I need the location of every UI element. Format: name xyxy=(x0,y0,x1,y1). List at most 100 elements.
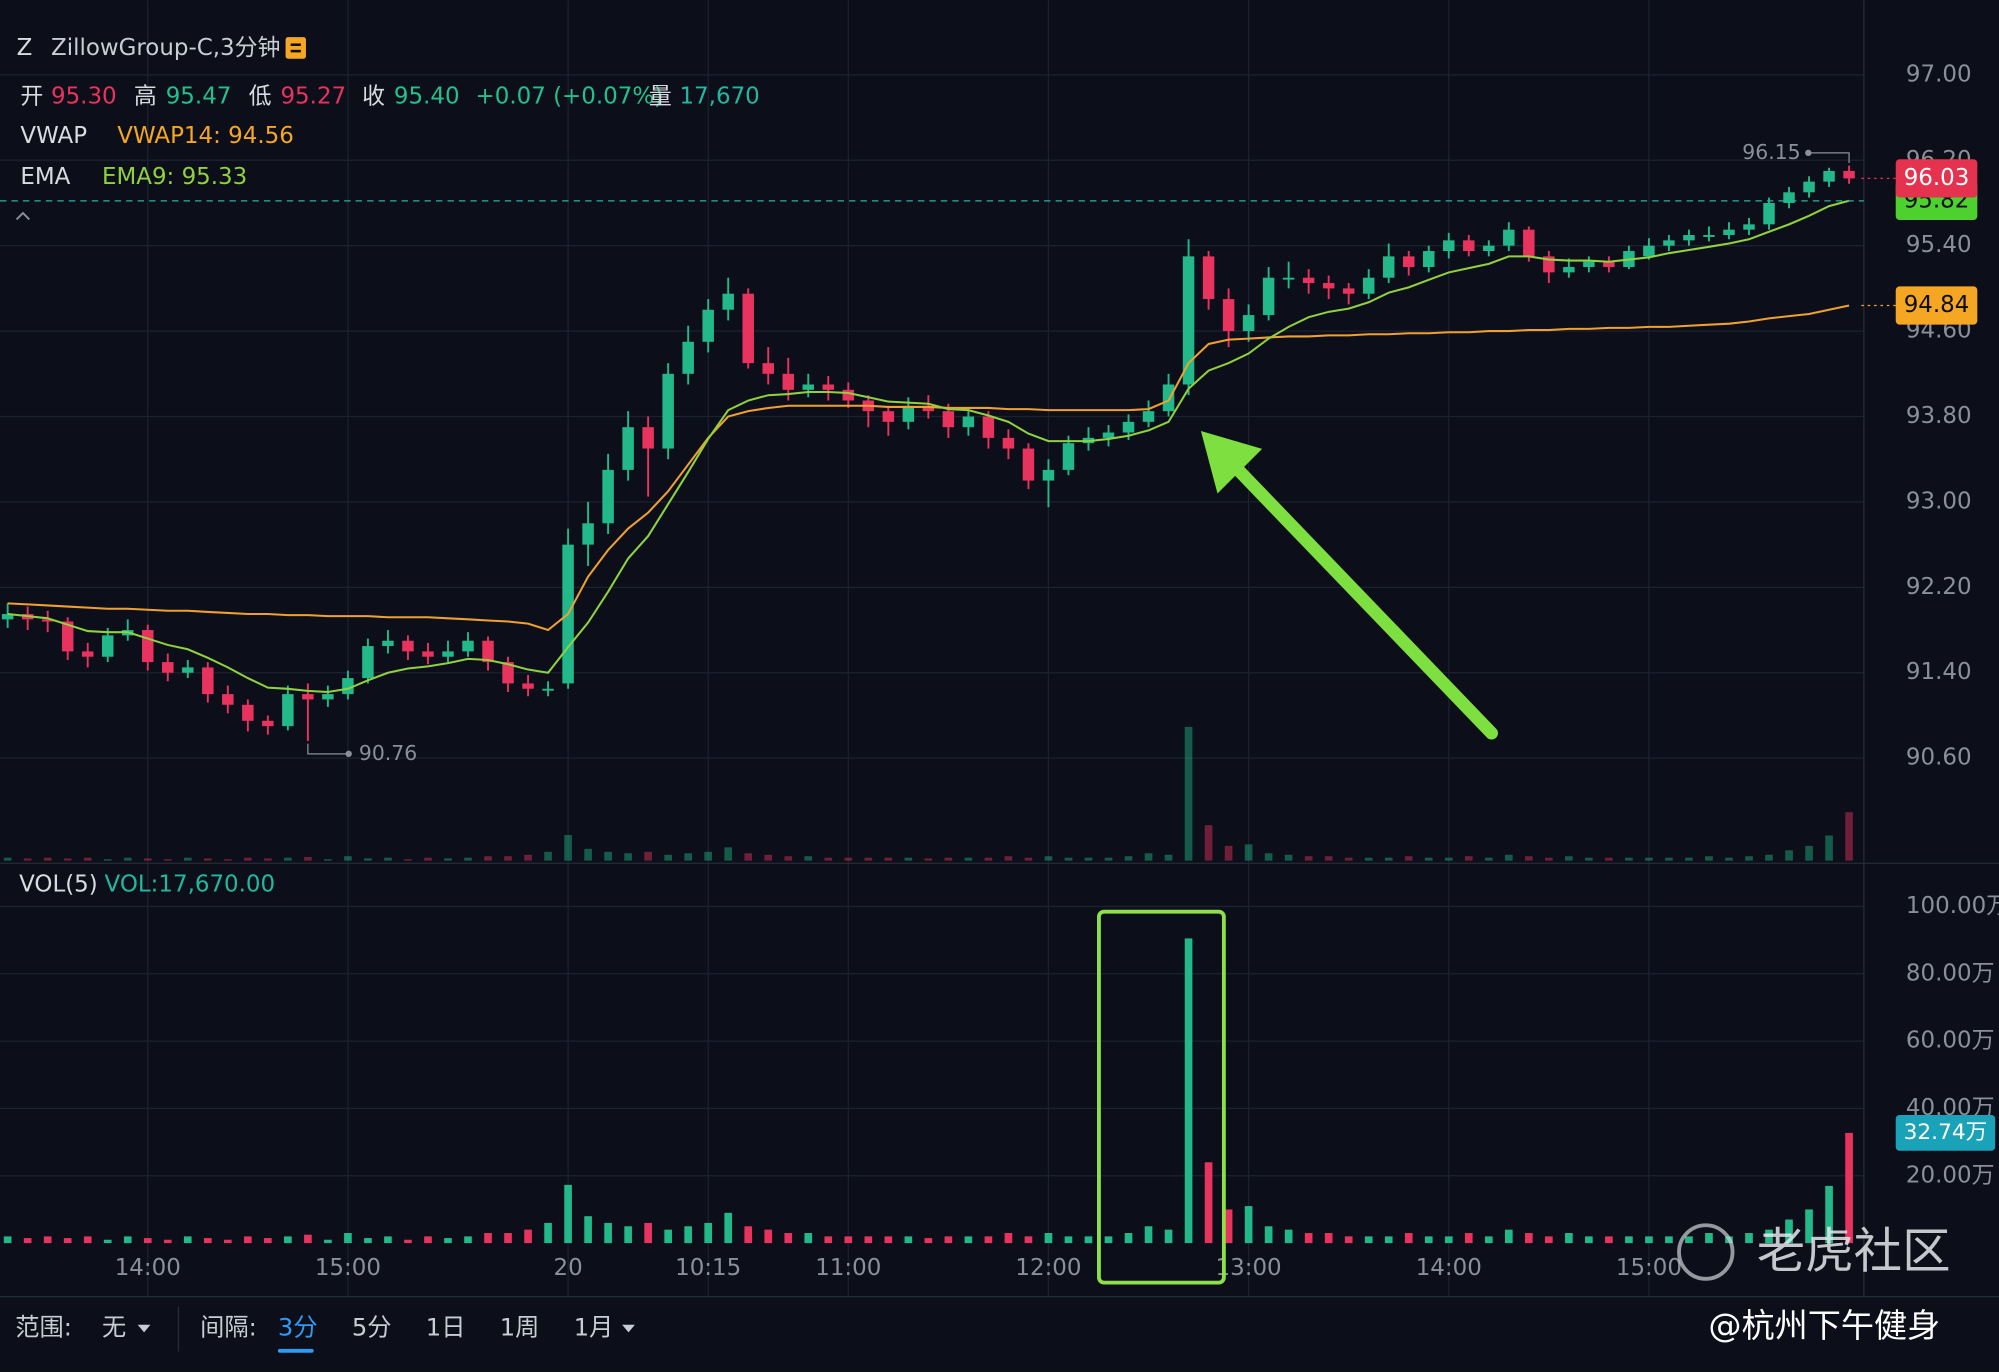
volume-bar xyxy=(844,1236,853,1244)
volume-overlay-bar xyxy=(1004,856,1013,861)
volume-bar xyxy=(1284,1229,1293,1244)
y-tick-label: 20.00万 xyxy=(1906,1162,1995,1188)
volume-bar xyxy=(1825,1185,1833,1244)
volume-overlay-bar xyxy=(324,859,332,861)
watermark-brand: 老虎社区 xyxy=(1757,1224,1951,1280)
volume-bar xyxy=(984,1236,993,1244)
volume-overlay-bar xyxy=(3,857,12,861)
candle-body xyxy=(982,416,995,438)
interval-option[interactable]: 3分 xyxy=(278,1314,318,1342)
candle-body xyxy=(1282,277,1295,280)
volume-bar xyxy=(1545,1236,1553,1244)
volume-bar xyxy=(1605,1236,1613,1244)
y-tick-label: 80.00万 xyxy=(1906,960,1995,986)
candle-body xyxy=(1122,421,1135,433)
candle-body xyxy=(1202,256,1215,300)
candle-body xyxy=(1022,448,1035,481)
volume-overlay-bar xyxy=(123,857,132,861)
volume-overlay-bar xyxy=(1645,857,1653,861)
volume-overlay-bar xyxy=(804,856,813,861)
note-icon[interactable] xyxy=(285,37,306,59)
interval-option[interactable]: 1周 xyxy=(500,1314,540,1342)
volume-bar xyxy=(1424,1236,1433,1244)
interval-option[interactable]: 1日 xyxy=(426,1314,466,1342)
x-tick-label: 15:00 xyxy=(1616,1255,1682,1281)
volume-overlay-bar xyxy=(203,858,212,861)
volume-overlay-bar xyxy=(1464,856,1473,861)
volume-bar xyxy=(1304,1233,1313,1244)
volume-overlay-bar xyxy=(824,857,833,861)
volume-bar xyxy=(304,1234,312,1244)
volume-bar xyxy=(63,1238,72,1244)
volume-overlay-bar xyxy=(1204,825,1213,861)
collapse-toggle[interactable] xyxy=(15,211,30,221)
volume-overlay-bar xyxy=(524,854,532,861)
volume-bar xyxy=(1364,1236,1373,1244)
candle-body xyxy=(482,640,494,663)
candle-body xyxy=(1222,299,1235,332)
volume-overlay-bar xyxy=(284,857,292,861)
range-value[interactable]: 无 xyxy=(102,1314,126,1342)
volume-bar xyxy=(1244,1206,1253,1244)
instrument-name: ZillowGroup-C,3分钟 xyxy=(51,35,281,61)
x-tick-label: 13:00 xyxy=(1216,1255,1282,1281)
volume-overlay-bar xyxy=(664,854,672,861)
candle-body xyxy=(682,341,694,374)
volume-overlay-bar xyxy=(1024,857,1033,861)
dropdown-caret[interactable] xyxy=(622,1324,635,1333)
candle-body xyxy=(1843,170,1855,179)
volume-bar xyxy=(864,1236,873,1244)
volume-overlay-bar xyxy=(924,858,933,861)
volume-overlay-bar xyxy=(844,857,853,861)
candle-body xyxy=(1463,240,1475,252)
volume-bar xyxy=(444,1238,452,1244)
volume-bar xyxy=(1124,1233,1133,1244)
volume-overlay-bar xyxy=(1504,854,1513,861)
dropdown-caret[interactable] xyxy=(137,1324,151,1333)
volume-overlay-bar xyxy=(1324,856,1333,861)
x-tick-label: 10:15 xyxy=(675,1255,741,1281)
volume-overlay-bar xyxy=(183,857,192,861)
indicator-name: EMA xyxy=(20,164,70,190)
volume-bar xyxy=(1705,1233,1713,1244)
candle-body xyxy=(282,694,294,727)
volume-overlay-bar xyxy=(1384,857,1393,861)
plot: 97.0096.2095.4094.6093.8093.0092.2091.40… xyxy=(0,61,1999,1281)
volume-bar xyxy=(364,1238,372,1244)
stat-label: 低 xyxy=(249,84,272,110)
vwap-badge-bg xyxy=(1895,286,1978,325)
candle-body xyxy=(1322,283,1335,289)
candle-body xyxy=(782,373,794,390)
volume-overlay-bar xyxy=(564,835,572,861)
candle-body xyxy=(842,389,855,401)
volume-bar xyxy=(1785,1219,1793,1244)
volume-bar xyxy=(544,1222,552,1244)
volume-bar xyxy=(284,1236,292,1244)
volume-bar xyxy=(43,1236,52,1244)
indicator-value: EMA9: 95.33 xyxy=(102,164,247,190)
candle-body xyxy=(702,309,714,342)
interval-label: 间隔: xyxy=(200,1314,257,1342)
volume-overlay-bar xyxy=(364,858,372,861)
candle-body xyxy=(382,640,394,647)
volume-overlay-bar xyxy=(384,857,392,861)
volume-bar xyxy=(904,1236,913,1244)
volume-bar xyxy=(1765,1229,1773,1244)
volume-overlay-bar xyxy=(644,851,652,861)
interval-option[interactable]: 1月 xyxy=(574,1314,614,1342)
volume-bar xyxy=(504,1233,512,1244)
interval-option[interactable]: 5分 xyxy=(352,1314,392,1342)
candle-body xyxy=(962,416,975,428)
vwap-line xyxy=(7,304,1850,632)
volume-bar xyxy=(764,1229,773,1244)
candle-body xyxy=(1302,277,1315,284)
volume-bar xyxy=(804,1233,813,1244)
volume-bar xyxy=(1084,1236,1093,1244)
candle-body xyxy=(822,384,835,390)
candle-body xyxy=(1663,240,1675,246)
candle-body xyxy=(1823,170,1835,182)
volume-overlay-bar xyxy=(684,853,693,861)
candle-body xyxy=(61,621,74,652)
stat-label: 高 xyxy=(134,84,157,110)
candle-body xyxy=(1262,277,1275,316)
